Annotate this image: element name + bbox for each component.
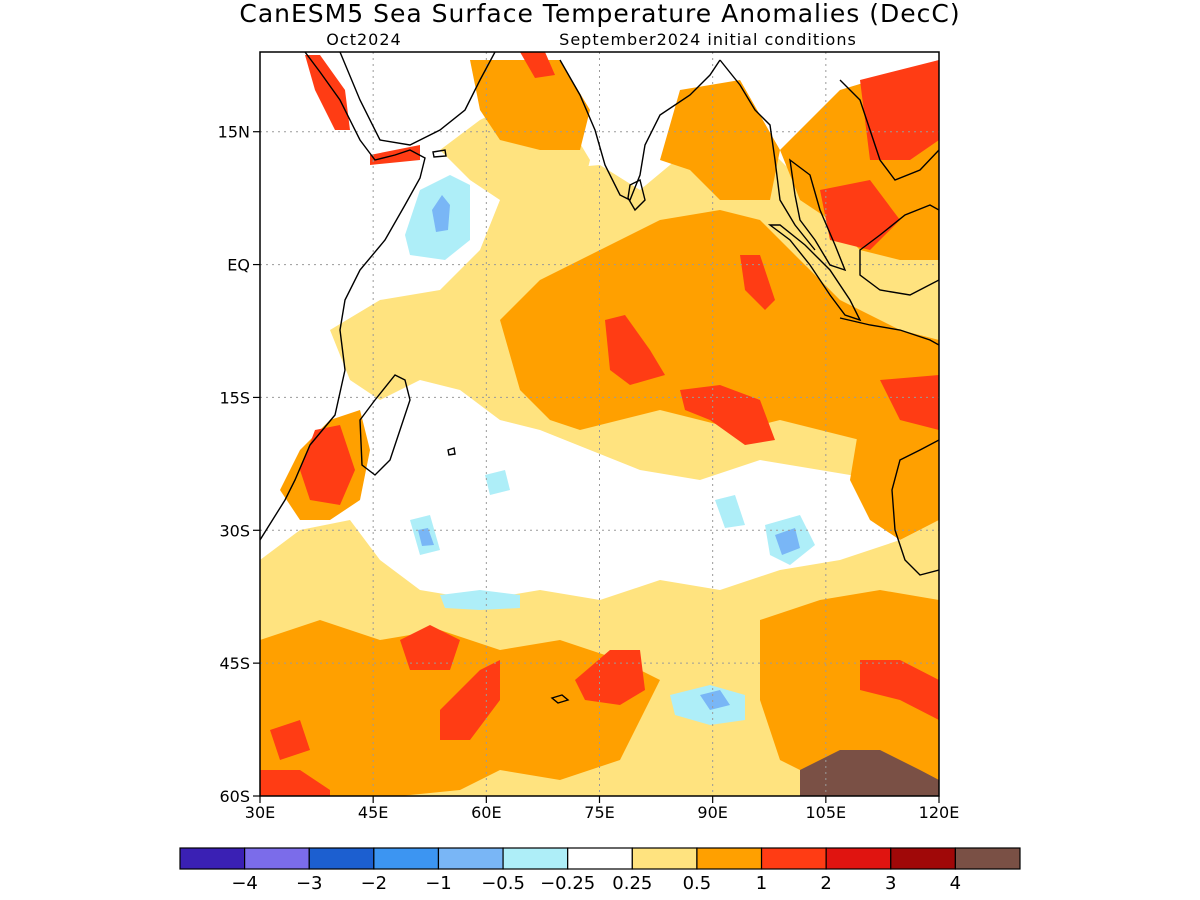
strong-warm-southwest xyxy=(270,720,310,760)
strong-warm-east-central xyxy=(680,385,775,445)
myanmar-coastline xyxy=(719,59,816,251)
colorbar: −4 −3 −2 −1 −0.5 −0.25 0.25 0.5 1 2 3 4 xyxy=(179,847,1021,894)
colorbar-swatch-1 xyxy=(244,847,310,870)
colorbar-swatch-7 xyxy=(631,847,698,870)
warm-region-east-subtropical xyxy=(850,400,939,540)
kerguelen-coastline xyxy=(550,694,570,704)
strong-warm-arabian-coast xyxy=(305,55,350,130)
y-tick-label-2: 15S xyxy=(219,388,250,407)
x-tick-label-1: 45E xyxy=(358,803,388,822)
colorbar-swatch-12 xyxy=(954,847,1021,870)
sumatra-coastline xyxy=(767,224,862,322)
y-tick-label-1: EQ xyxy=(227,256,250,275)
mascarene-coastline xyxy=(447,447,456,456)
cooler-region-south xyxy=(700,690,730,710)
initial-conditions-label: September2024 initial conditions xyxy=(559,30,857,49)
colorbar-label-6: 0.25 xyxy=(612,873,652,894)
colorbar-swatch-2 xyxy=(308,847,375,870)
colorbar-label-10: 3 xyxy=(885,873,896,894)
cool-region-small-3 xyxy=(715,495,745,528)
cooler-region-small xyxy=(418,528,434,546)
cool-region-south-central xyxy=(440,590,520,610)
colorbar-swatch-8 xyxy=(696,847,763,870)
strong-warm-south-2 xyxy=(440,660,500,740)
colorbar-swatch-3 xyxy=(373,847,440,870)
colorbar-swatch-9 xyxy=(760,847,827,870)
map-axes: 30E 45E 60E 75E 90E 105E 120E 15N EQ 15S 30S 45S 60S xyxy=(218,123,960,822)
map-panel xyxy=(260,52,939,796)
colorbar-swatch-11 xyxy=(890,847,956,870)
australia-coastline xyxy=(891,439,939,576)
strong-warm-southwest-2 xyxy=(260,770,330,796)
x-tick-label-4: 90E xyxy=(697,803,727,822)
warm-region-southeast xyxy=(760,590,939,796)
strong-warm-indochina xyxy=(860,60,939,160)
x-tick-label-5: 105E xyxy=(806,803,847,822)
warm-region-arabian-sea xyxy=(470,60,590,150)
cooler-region-somali xyxy=(432,195,450,232)
warm-region-bay-of-bengal xyxy=(660,80,780,200)
x-tick-label-2: 60E xyxy=(471,803,501,822)
strong-warm-east-subtropical xyxy=(880,375,939,430)
colorbar-swatch-5 xyxy=(502,847,569,870)
strong-warm-south-3 xyxy=(575,650,645,705)
indochina-coastline xyxy=(839,79,939,181)
x-tick-label-6: 120E xyxy=(919,803,960,822)
colorbar-swatch-6 xyxy=(567,847,633,870)
colorbar-swatch-10 xyxy=(825,847,892,870)
java-coastline xyxy=(839,317,939,346)
strong-warm-central xyxy=(605,315,665,385)
colorbar-label-4: −0.5 xyxy=(481,873,525,894)
sri-lanka-coastline xyxy=(627,178,646,212)
extreme-warm-south-ocean xyxy=(800,750,939,796)
india-coastline xyxy=(559,59,721,201)
strong-warm-southeast xyxy=(860,660,939,720)
x-tick-label-0: 30E xyxy=(245,803,275,822)
colorbar-label-3: −1 xyxy=(425,873,452,894)
colorbar-swatch-4 xyxy=(437,847,504,870)
colorbar-label-1: −3 xyxy=(296,873,323,894)
colorbar-label-5: −0.25 xyxy=(540,873,595,894)
y-tick-label-0: 15N xyxy=(218,123,250,142)
africa-coastline xyxy=(260,52,426,541)
strong-warm-south-china-sea xyxy=(820,180,900,250)
map-gridlines xyxy=(260,52,939,796)
socotra-coastline xyxy=(432,149,447,158)
figure-title: CanESM5 Sea Surface Temperature Anomalie… xyxy=(239,0,960,28)
strong-warm-arabian-north xyxy=(520,52,555,78)
borneo-coastline xyxy=(859,204,939,296)
malay-peninsula-coastline xyxy=(789,158,847,272)
cool-region-small-1 xyxy=(485,470,510,495)
x-tick-label-3: 75E xyxy=(584,803,614,822)
warm-region-central xyxy=(500,210,939,450)
colorbar-label-7: 0.5 xyxy=(683,873,712,894)
y-tick-label-5: 60S xyxy=(219,787,250,806)
strong-warm-south-1 xyxy=(400,625,460,670)
y-tick-label-3: 30S xyxy=(219,521,250,540)
colorbar-label-2: −2 xyxy=(361,873,388,894)
colorbar-label-9: 2 xyxy=(820,873,831,894)
colorbar-swatch-0 xyxy=(179,847,246,870)
colorbar-label-11: 4 xyxy=(950,873,961,894)
y-tick-label-4: 45S xyxy=(219,654,250,673)
coastlines xyxy=(260,52,939,704)
madagascar-coastline xyxy=(359,374,411,476)
forecast-month-label: Oct2024 xyxy=(326,30,401,49)
arabia-coastline xyxy=(339,52,496,146)
colorbar-label-8: 1 xyxy=(756,873,767,894)
strong-warm-sumatra xyxy=(740,255,775,310)
strong-warm-mozambique xyxy=(300,425,355,505)
cooler-region-subtropical xyxy=(775,528,800,555)
colorbar-label-0: −4 xyxy=(231,873,258,894)
